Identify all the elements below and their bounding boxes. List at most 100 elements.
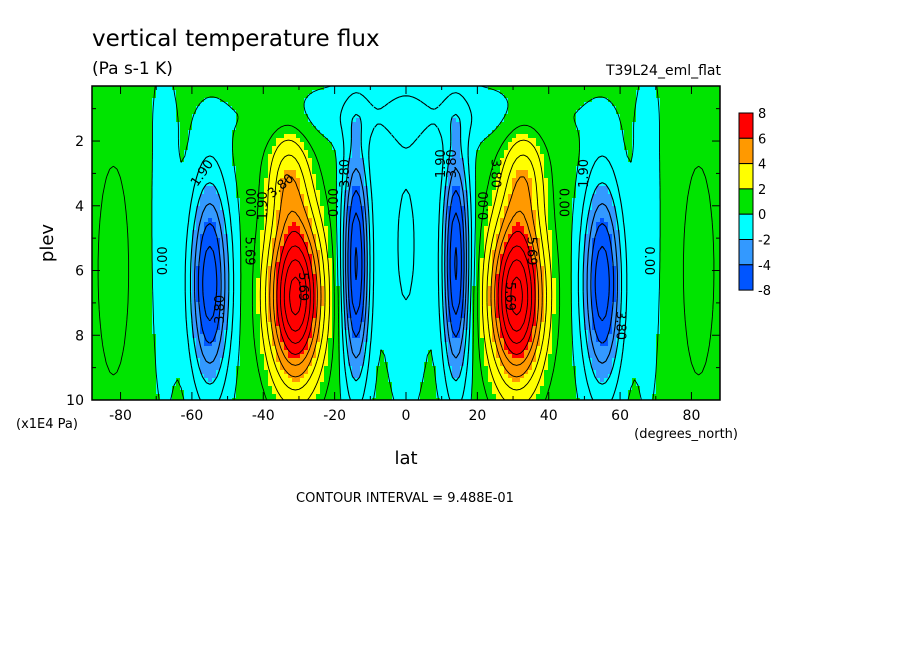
- field-cell: [620, 182, 625, 187]
- field-cell: [488, 158, 493, 163]
- field-cell: [512, 106, 517, 111]
- field-cell: [336, 142, 341, 147]
- field-cell: [100, 154, 105, 159]
- field-cell: [544, 102, 549, 107]
- field-cell: [136, 86, 141, 91]
- field-cell: [388, 94, 393, 99]
- field-cell: [316, 202, 321, 207]
- field-cell: [192, 122, 197, 127]
- field-cell: [100, 210, 105, 215]
- field-cell: [480, 178, 485, 183]
- field-cell: [264, 138, 269, 143]
- field-cell: [260, 98, 265, 103]
- field-cell: [292, 182, 297, 187]
- field-cell: [440, 210, 445, 215]
- field-cell: [516, 142, 521, 147]
- field-cell: [140, 146, 145, 151]
- field-cell: [300, 118, 305, 123]
- field-cell: [296, 150, 301, 155]
- field-cell: [600, 90, 605, 95]
- field-cell: [324, 154, 329, 159]
- field-cell: [608, 90, 613, 95]
- field-cell: [192, 190, 197, 195]
- field-cell: [420, 90, 425, 95]
- field-cell: [396, 186, 401, 191]
- field-cell: [340, 154, 345, 159]
- field-cell: [364, 106, 369, 111]
- field-cell: [684, 186, 689, 191]
- field-cell: [148, 134, 153, 139]
- field-cell: [640, 126, 645, 131]
- field-cell: [556, 178, 561, 183]
- field-cell: [124, 122, 129, 127]
- field-cell: [432, 190, 437, 195]
- field-cell: [468, 166, 473, 171]
- field-cell: [632, 130, 637, 135]
- field-cell: [156, 94, 161, 99]
- field-cell: [328, 206, 333, 211]
- field-cell: [600, 126, 605, 131]
- field-cell: [500, 162, 505, 167]
- field-cell: [388, 114, 393, 119]
- field-cell: [568, 122, 573, 127]
- field-cell: [280, 210, 285, 215]
- field-cell: [200, 118, 205, 123]
- field-cell: [644, 186, 649, 191]
- field-cell: [420, 174, 425, 179]
- field-cell: [304, 126, 309, 131]
- field-cell: [268, 162, 273, 167]
- field-cell: [668, 86, 673, 91]
- field-cell: [108, 162, 113, 167]
- field-cell: [92, 138, 97, 143]
- field-cell: [648, 146, 653, 151]
- field-cell: [568, 202, 573, 207]
- field-cell: [480, 150, 485, 155]
- field-cell: [428, 126, 433, 131]
- field-cell: [680, 110, 685, 115]
- field-cell: [436, 158, 441, 163]
- field-cell: [308, 138, 313, 143]
- field-cell: [376, 190, 381, 195]
- field-cell: [496, 202, 501, 207]
- field-cell: [300, 194, 305, 199]
- field-cell: [204, 134, 209, 139]
- field-cell: [332, 174, 337, 179]
- field-cell: [384, 154, 389, 159]
- field-cell: [484, 106, 489, 111]
- field-cell: [660, 182, 665, 187]
- field-cell: [640, 142, 645, 147]
- field-cell: [416, 118, 421, 123]
- field-cell: [344, 150, 349, 155]
- field-cell: [372, 166, 377, 171]
- field-cell: [304, 138, 309, 143]
- field-cell: [400, 150, 405, 155]
- field-cell: [712, 194, 717, 199]
- field-cell: [576, 86, 581, 91]
- field-cell: [464, 98, 469, 103]
- field-cell: [708, 194, 713, 199]
- field-cell: [680, 114, 685, 119]
- field-cell: [196, 122, 201, 127]
- field-cell: [600, 198, 605, 203]
- field-cell: [356, 182, 361, 187]
- field-cell: [388, 206, 393, 211]
- field-cell: [540, 162, 545, 167]
- field-cell: [220, 146, 225, 151]
- field-cell: [624, 158, 629, 163]
- field-cell: [132, 166, 137, 171]
- field-cell: [336, 138, 341, 143]
- field-cell: [668, 170, 673, 175]
- field-cell: [316, 210, 321, 215]
- field-cell: [296, 186, 301, 191]
- field-cell: [424, 142, 429, 147]
- field-cell: [476, 162, 481, 167]
- field-cell: [540, 86, 545, 91]
- field-cell: [228, 150, 233, 155]
- field-cell: [96, 178, 101, 183]
- field-cell: [192, 94, 197, 99]
- field-cell: [448, 118, 453, 123]
- field-cell: [628, 178, 633, 183]
- field-cell: [128, 178, 133, 183]
- field-cell: [524, 142, 529, 147]
- field-cell: [388, 138, 393, 143]
